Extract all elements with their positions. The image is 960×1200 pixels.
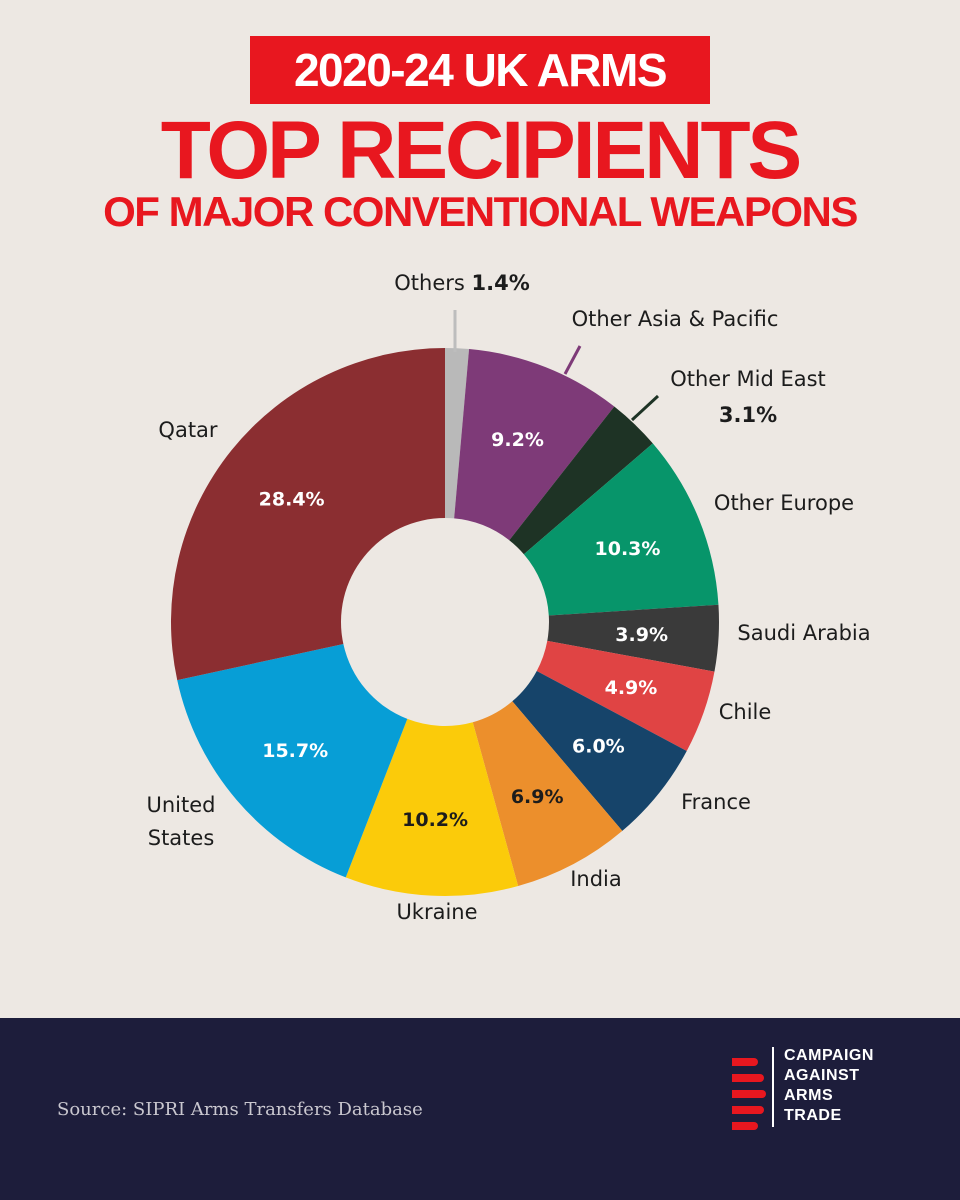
logo-divider [772, 1047, 774, 1127]
category-label: Saudi Arabia [737, 621, 870, 645]
category-label: France [681, 790, 751, 814]
slice-qatar [170, 348, 445, 681]
title-line-1: 2020-24 UK ARMS [293, 44, 668, 96]
data-label: 28.4% [259, 488, 325, 510]
category-label: India [570, 867, 622, 891]
title-line-2: TOP RECIPIENTS [160, 105, 802, 196]
logo-line-3: ARMS [784, 1087, 834, 1104]
category-label: Other Asia & Pacific [572, 307, 779, 331]
logo-icon [732, 1058, 766, 1138]
leader-line [563, 345, 582, 375]
leader-line [630, 394, 660, 422]
category-label: Chile [719, 700, 772, 724]
slice-united-states [177, 644, 408, 878]
category-label: Ukraine [396, 900, 477, 924]
category-label: Other Mid East [670, 367, 826, 391]
data-label: 9.2% [491, 429, 544, 451]
data-label: 15.7% [262, 740, 328, 762]
category-label: United States [147, 793, 216, 850]
slice-other-asia-pacific [454, 349, 615, 541]
slice-chile [536, 640, 715, 751]
slice-ukraine [345, 718, 519, 896]
category-label: Qatar [158, 418, 218, 442]
data-label: 6.9% [511, 786, 564, 808]
logo-line-2: AGAINST [784, 1067, 860, 1084]
slice-others [445, 348, 470, 519]
data-label: 10.2% [402, 809, 468, 831]
slice-other-mid-east [509, 406, 653, 555]
slice-saudi-arabia [547, 604, 719, 672]
slice-other-europe [523, 443, 719, 616]
slice-india [472, 701, 623, 887]
logo-line-4: TRADE [784, 1107, 842, 1124]
data-label: 3.9% [615, 624, 668, 646]
category-label: Other Europe [714, 491, 854, 515]
data-label: 6.0% [572, 736, 625, 758]
title-banner: 2020-24 UK ARMS [250, 36, 710, 104]
data-label: 4.9% [605, 677, 658, 699]
logo: CAMPAIGN AGAINST ARMS TRADE [784, 1046, 874, 1126]
source-note: Source: SIPRI Arms Transfers Database [57, 1099, 423, 1120]
title-line-3: OF MAJOR CONVENTIONAL WEAPONS [103, 188, 858, 235]
logo-line-1: CAMPAIGN [784, 1047, 874, 1064]
data-label: 3.1% [719, 403, 777, 427]
slice-france [512, 670, 687, 831]
donut-chart: 9.2% 10.3% 3.9% 4.9% 6.0% 6.9% 10.2% 15.7% 28.4%… [147, 271, 871, 924]
category-label: Others 1.4% [394, 271, 530, 295]
footer [0, 1018, 960, 1200]
data-label: 10.3% [595, 538, 661, 560]
